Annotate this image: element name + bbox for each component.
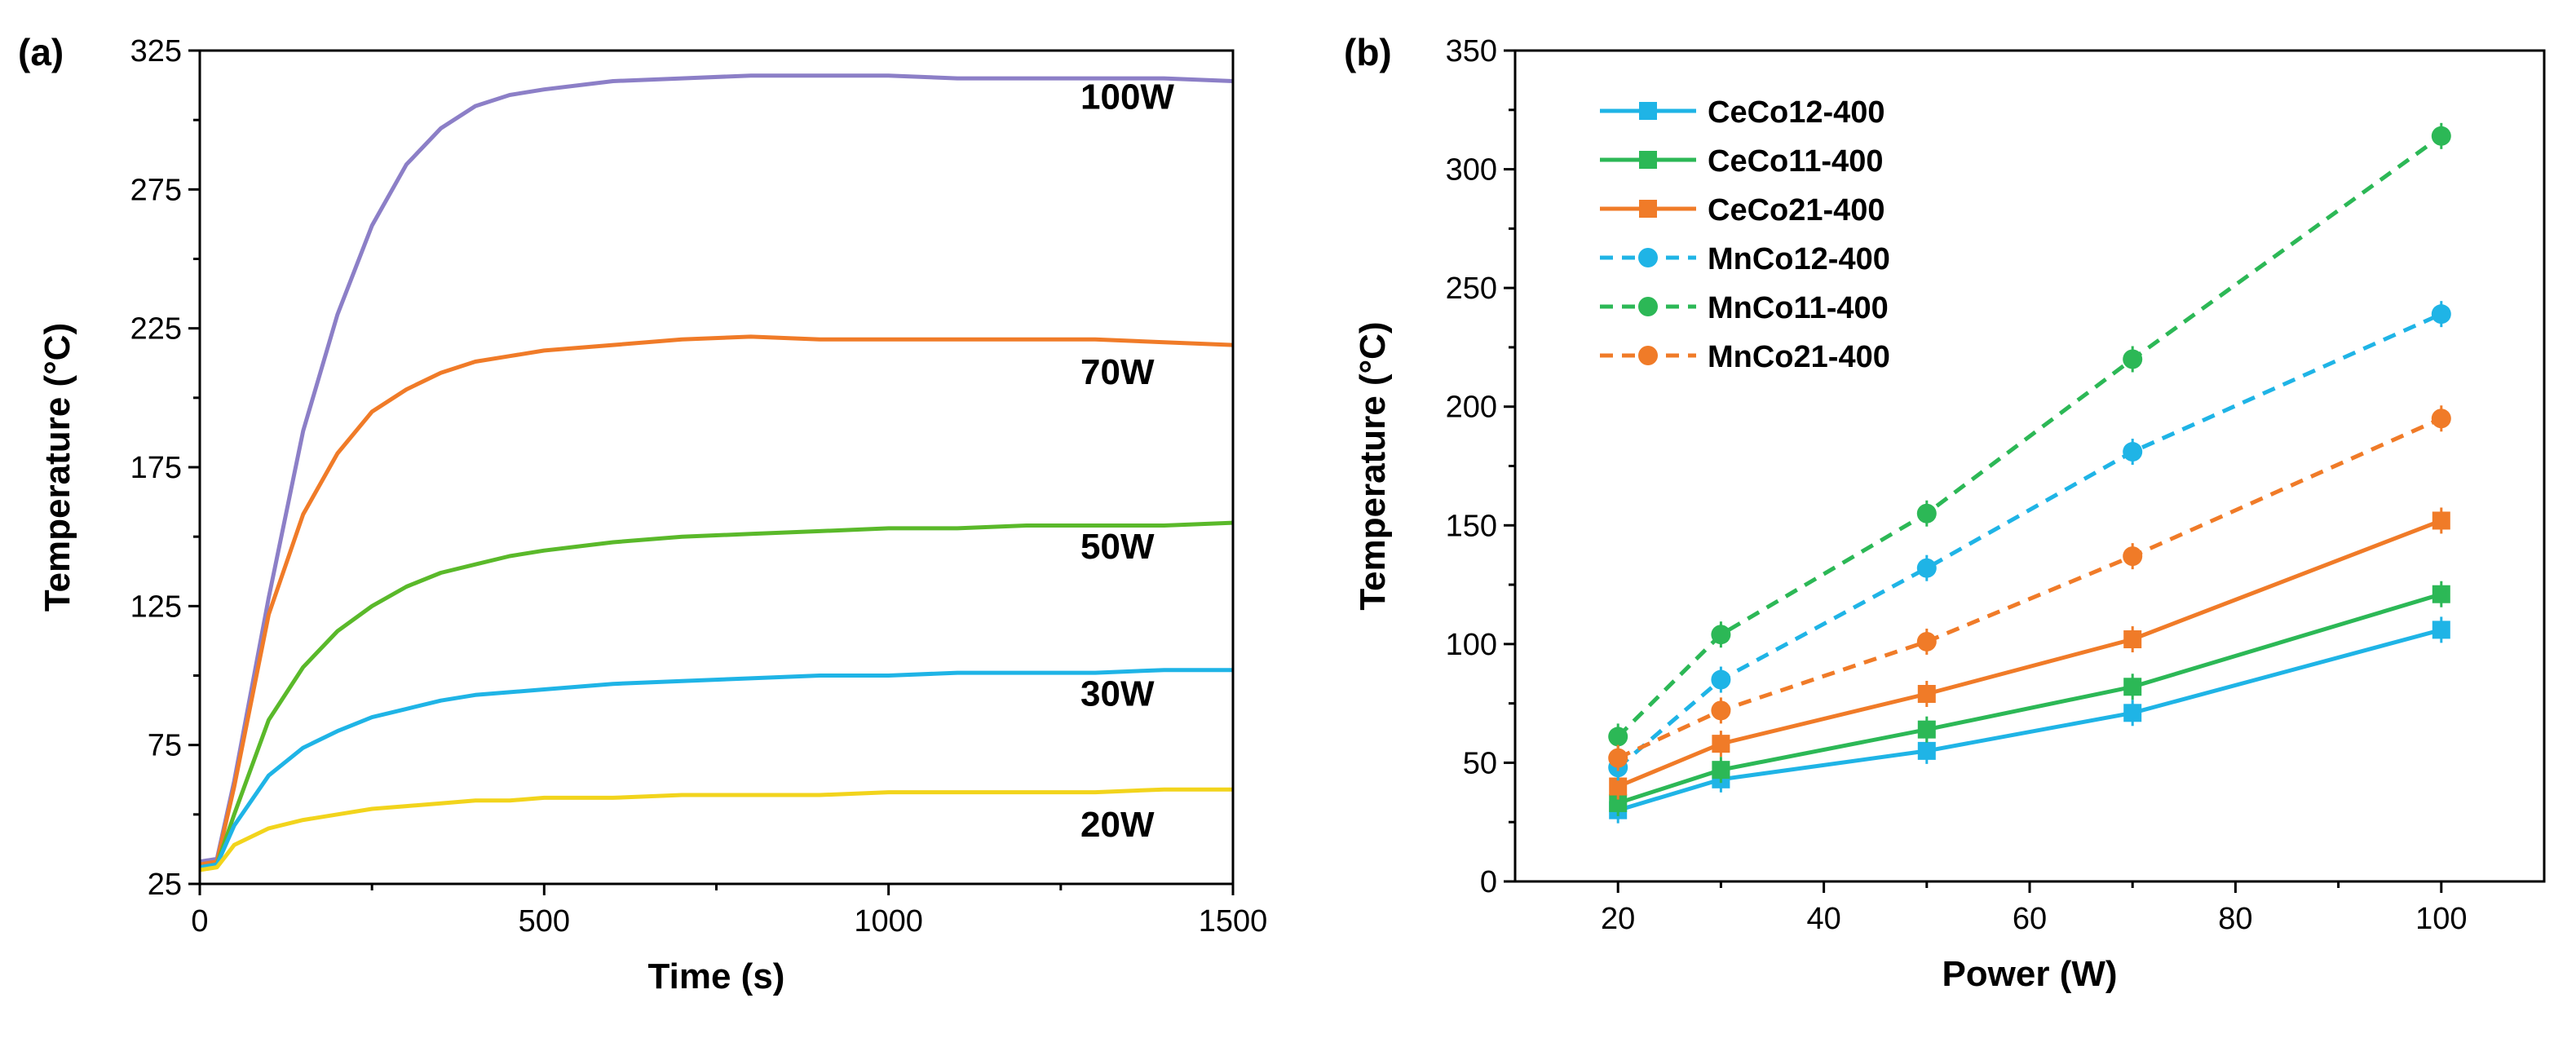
panel-a-chart: (a) 100W 70W 50W 30W 20W 0 500 1000 1500 25 75 125… bbox=[18, 31, 1267, 996]
panel-a-y-tick-label: 175 bbox=[130, 451, 182, 485]
data-point-mnco11-400 bbox=[1608, 727, 1628, 747]
panel-b-y-axis-title: Temperature (°C) bbox=[1353, 321, 1393, 610]
panel-b-plot-area bbox=[1608, 122, 2451, 824]
panel-a-label: (a) bbox=[18, 31, 64, 73]
panel-a-y-tick-label: 75 bbox=[148, 729, 182, 763]
panel-a-y-tick-label: 25 bbox=[148, 868, 182, 902]
legend-marker-ceco12-400 bbox=[1639, 102, 1657, 120]
data-point-mnco11-400 bbox=[1711, 625, 1731, 645]
data-point-ceco12-400 bbox=[2123, 704, 2142, 722]
panel-b-x-tick-label: 80 bbox=[2218, 902, 2252, 936]
data-point-mnco11-400 bbox=[2431, 126, 2451, 146]
panel-b-y-tick-label: 50 bbox=[1463, 746, 1497, 780]
data-point-ceco11-400 bbox=[1609, 793, 1628, 812]
panel-a-y-tick-label: 325 bbox=[130, 34, 182, 68]
data-point-mnco21-400 bbox=[1608, 748, 1628, 768]
panel-a-x-tick-label: 1000 bbox=[854, 904, 923, 939]
legend-label-mnco21-400: MnCo21-400 bbox=[1708, 340, 1890, 374]
panel-b-y-tick-label: 200 bbox=[1446, 391, 1497, 425]
data-point-mnco21-400 bbox=[2123, 546, 2143, 567]
legend-label-mnco12-400: MnCo12-400 bbox=[1708, 242, 1890, 276]
panel-b-x-tick-label: 20 bbox=[1601, 902, 1635, 936]
panel-b-y-tick-label: 250 bbox=[1446, 272, 1497, 306]
panel-b-axes: 20 40 60 80 100 0 50 100 150 200 250 300 350 bbox=[1446, 34, 2546, 936]
panel-a-y-tick-label: 275 bbox=[130, 173, 182, 207]
series-label-100w: 100W bbox=[1080, 77, 1174, 117]
panel-b-chart: (b) 20 40 60 80 100 0 50 100 150 200 250 300 350 CeC… bbox=[1344, 31, 2546, 994]
series-line-ceco21-400 bbox=[1617, 519, 2442, 788]
panel-b-y-tick-label: 300 bbox=[1446, 153, 1497, 188]
data-point-ceco21-400 bbox=[2432, 511, 2450, 530]
series-label-20w: 20W bbox=[1080, 805, 1155, 845]
legend-label-ceco11-400: CeCo11-400 bbox=[1708, 144, 1883, 179]
data-point-mnco11-400 bbox=[2123, 349, 2143, 369]
panel-b-x-tick-label: 100 bbox=[2415, 902, 2467, 936]
panel-b-y-tick-label: 0 bbox=[1480, 865, 1497, 899]
data-point-ceco21-400 bbox=[1609, 777, 1628, 796]
panel-b-y-tick-label: 100 bbox=[1446, 628, 1497, 662]
data-point-ceco11-400 bbox=[1917, 720, 1936, 739]
series-label-70w: 70W bbox=[1080, 352, 1155, 392]
legend-marker-mnco11-400 bbox=[1638, 297, 1658, 316]
panel-a-x-tick-label: 1500 bbox=[1199, 904, 1268, 939]
panel-b-legend: CeCo12-400 CeCo11-400 CeCo21-400 MnCo12-400… bbox=[1600, 95, 1890, 374]
legend-marker-mnco21-400 bbox=[1638, 346, 1658, 365]
series-line-30w bbox=[199, 668, 1233, 870]
panel-b-x-tick-label: 60 bbox=[2013, 902, 2047, 936]
series-line-100w bbox=[199, 73, 1234, 864]
panel-b-y-tick-label: 150 bbox=[1446, 509, 1497, 543]
data-point-mnco12-400 bbox=[1916, 558, 1937, 578]
series-line-ceco11-400 bbox=[1617, 592, 2442, 806]
panel-a-plot-area: 100W 70W 50W 30W 20W bbox=[199, 73, 1234, 872]
panel-a-y-axis-title: Temperature (°C) bbox=[38, 323, 77, 612]
data-point-mnco12-400 bbox=[1711, 669, 1731, 690]
series-line-20w bbox=[199, 787, 1233, 872]
series-line-50w bbox=[199, 520, 1234, 870]
panel-a-axes-frame bbox=[198, 49, 1235, 886]
series-label-30w: 30W bbox=[1080, 674, 1155, 714]
series-line-ceco12-400 bbox=[1617, 627, 2442, 813]
panel-b-x-tick-label: 40 bbox=[1806, 902, 1840, 936]
legend-marker-mnco12-400 bbox=[1638, 248, 1658, 267]
panel-a-y-tick-label: 125 bbox=[130, 590, 182, 624]
data-point-mnco11-400 bbox=[1916, 503, 1937, 523]
series-line-70w bbox=[199, 334, 1234, 867]
data-point-ceco12-400 bbox=[2432, 621, 2450, 639]
panel-a-y-tick-label: 225 bbox=[130, 312, 182, 347]
legend-label-mnco11-400: MnCo11-400 bbox=[1708, 291, 1889, 325]
data-point-mnco12-400 bbox=[2431, 304, 2451, 325]
data-point-ceco12-400 bbox=[1917, 741, 1936, 760]
data-point-mnco21-400 bbox=[1711, 700, 1731, 721]
panel-a-x-axis-title: Time (s) bbox=[648, 956, 785, 996]
data-point-ceco11-400 bbox=[2432, 585, 2450, 603]
series-label-50w: 50W bbox=[1080, 527, 1155, 567]
data-point-ceco21-400 bbox=[2123, 630, 2142, 649]
panel-a-axes: 0 500 1000 1500 25 75 125 175 225 275 325 bbox=[130, 34, 1268, 939]
data-point-mnco21-400 bbox=[2431, 409, 2451, 429]
panel-b-x-axis-title: Power (W) bbox=[1942, 954, 2117, 994]
data-point-ceco21-400 bbox=[1712, 735, 1730, 753]
series-line-mnco12-400 bbox=[1616, 311, 2442, 770]
legend-marker-ceco11-400 bbox=[1639, 151, 1657, 169]
data-point-ceco11-400 bbox=[2123, 678, 2142, 696]
data-point-mnco12-400 bbox=[2123, 442, 2143, 462]
panel-a-x-tick-label: 0 bbox=[191, 904, 208, 939]
panel-a-x-tick-label: 500 bbox=[519, 904, 570, 939]
data-point-ceco11-400 bbox=[1712, 761, 1730, 780]
legend-label-ceco12-400: CeCo12-400 bbox=[1708, 95, 1885, 130]
panel-b-label: (b) bbox=[1344, 31, 1392, 73]
data-point-ceco21-400 bbox=[1917, 684, 1936, 703]
legend-label-ceco21-400: CeCo21-400 bbox=[1708, 193, 1885, 227]
panel-b-y-tick-label: 350 bbox=[1446, 34, 1497, 68]
data-point-mnco21-400 bbox=[1916, 631, 1937, 652]
legend-marker-ceco21-400 bbox=[1639, 200, 1657, 218]
